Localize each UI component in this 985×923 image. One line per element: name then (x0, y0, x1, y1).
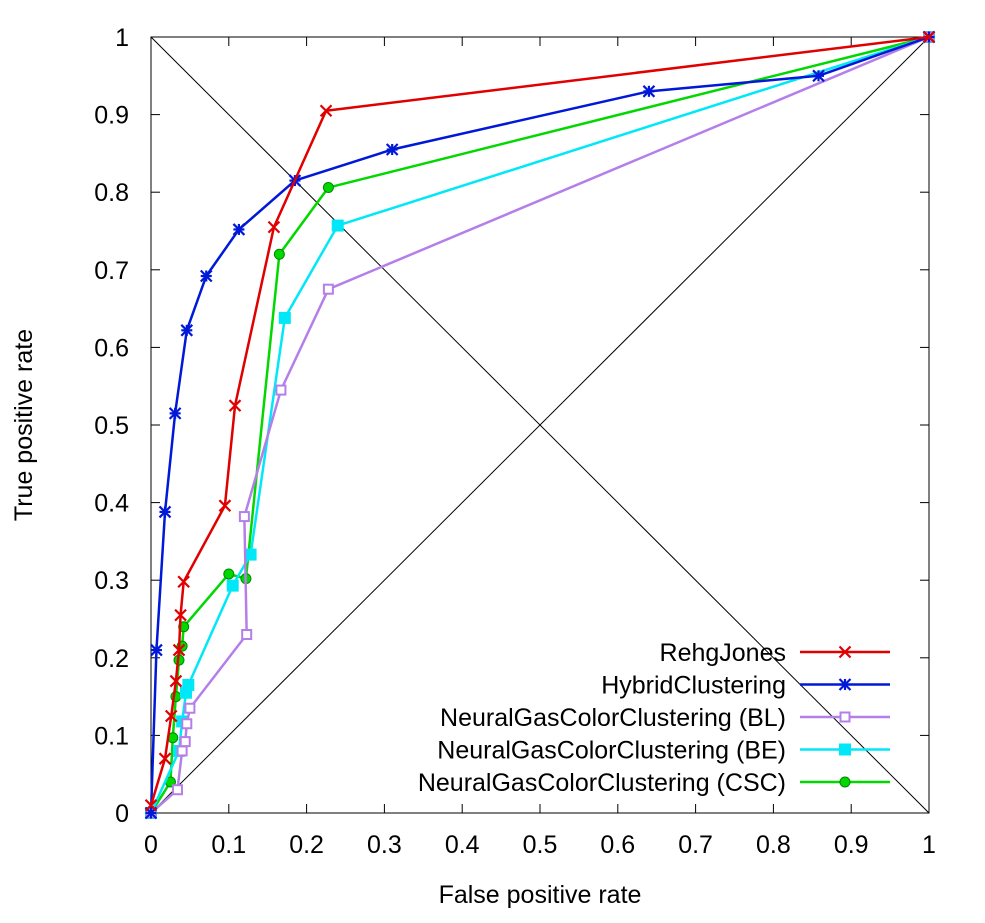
data-point (839, 776, 851, 788)
legend-label: NeuralGasColorClustering (CSC) (418, 769, 786, 797)
y-tick-label: 0 (115, 800, 129, 828)
data-point (238, 511, 250, 523)
y-axis-label: True positive rate (10, 329, 38, 521)
data-point (176, 745, 188, 757)
x-axis-label: False positive rate (439, 881, 642, 909)
data-point (144, 798, 158, 812)
data-point (182, 678, 195, 691)
x-tick-label: 0.1 (211, 831, 246, 859)
data-point (642, 85, 656, 98)
legend-label: RehgJones (660, 639, 786, 667)
data-point (319, 104, 333, 117)
x-tick-label: 0.4 (445, 831, 480, 859)
y-tick-label: 0.4 (94, 490, 129, 518)
x-tick-label: 0.5 (523, 831, 558, 859)
y-tick-label: 0.6 (94, 334, 129, 362)
data-point (241, 629, 253, 641)
x-tick-label: 1 (922, 831, 936, 859)
legend-label: NeuralGasColorClustering (BL) (440, 704, 786, 732)
x-tick-label: 0 (144, 831, 158, 859)
data-point (177, 575, 190, 589)
reference-anti-diagonal-line (150, 36, 930, 814)
series-line (149, 35, 930, 806)
data-point (218, 499, 232, 512)
x-tick-label: 0.9 (834, 831, 869, 859)
series-layer (144, 30, 936, 820)
x-tick-label: 0.2 (289, 831, 324, 859)
y-tick-label: 0.7 (94, 257, 129, 285)
legend-item: NeuralGasColorClustering (BE) (437, 737, 890, 765)
data-point (228, 399, 242, 412)
data-point (174, 608, 187, 622)
plot-area: 0 0.1 0.2 0.3 0.4 0.5 0.6 0.7 0.8 0.9 1 0 0.1 0.2 0.3… (94, 24, 936, 859)
x-axis-ticks: 0 0.1 0.2 0.3 0.4 0.5 0.6 0.7 0.8 0.9 1 (144, 37, 936, 859)
data-point (839, 711, 851, 723)
legend: RehgJones HybridClustering NeuralGasColorC… (418, 639, 890, 797)
data-point (172, 643, 186, 657)
legend-label: HybridClustering (601, 672, 786, 700)
data-point (839, 743, 851, 756)
data-point (180, 324, 194, 337)
data-point (169, 674, 183, 688)
data-point (171, 784, 183, 796)
y-tick-label: 0.3 (94, 567, 129, 595)
data-point (168, 407, 182, 420)
data-point (164, 709, 178, 723)
data-point (838, 678, 852, 691)
series-line (149, 35, 930, 814)
legend-label: NeuralGasColorClustering (BE) (437, 737, 786, 765)
data-point (232, 223, 246, 236)
x-tick-label: 0.8 (756, 831, 791, 859)
legend-item: RehgJones (660, 639, 890, 667)
data-point (812, 69, 825, 83)
data-point (331, 219, 344, 232)
data-point (226, 579, 239, 592)
data-point (223, 568, 235, 580)
data-point (322, 182, 334, 194)
y-tick-label: 0.9 (94, 102, 129, 130)
x-tick-label: 0.6 (600, 831, 635, 859)
y-tick-label: 1 (115, 24, 129, 52)
data-point (179, 736, 191, 748)
y-tick-label: 0.1 (94, 722, 129, 750)
data-point (158, 752, 172, 765)
data-point (199, 269, 213, 283)
data-point (275, 384, 287, 396)
data-point (158, 505, 172, 519)
data-point (278, 311, 291, 324)
y-tick-label: 0.2 (94, 645, 129, 673)
series-0 (144, 30, 936, 812)
series-1 (144, 30, 936, 820)
data-point (244, 548, 257, 561)
data-point (385, 143, 399, 156)
legend-item: NeuralGasColorClustering (BL) (440, 704, 890, 732)
data-point (181, 718, 193, 730)
data-point (184, 702, 196, 714)
y-tick-label: 0.8 (94, 179, 129, 207)
x-tick-label: 0.7 (678, 831, 713, 859)
series-line (149, 35, 930, 814)
data-point (922, 30, 936, 44)
data-point (150, 643, 163, 657)
data-point (273, 248, 285, 260)
data-point (267, 220, 281, 234)
y-axis-ticks: 0 0.1 0.2 0.3 0.4 0.5 0.6 0.7 0.8 0.9 1 (94, 24, 929, 828)
data-point (322, 283, 334, 295)
legend-item: HybridClustering (601, 672, 890, 700)
x-tick-label: 0.3 (367, 831, 402, 859)
legend-item: NeuralGasColorClustering (CSC) (418, 769, 890, 797)
data-point (838, 645, 852, 659)
y-tick-label: 0.5 (94, 412, 129, 440)
